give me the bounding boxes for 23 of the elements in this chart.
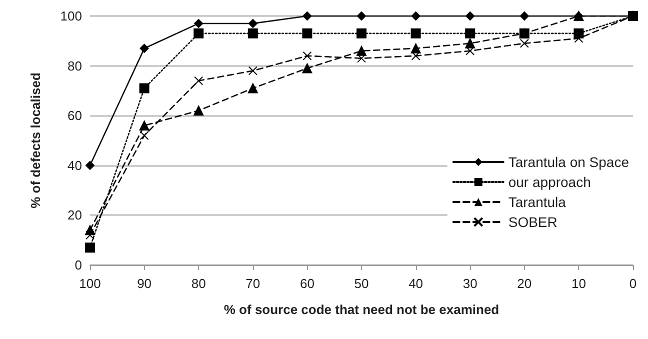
legend-label: Tarantula [508,194,566,210]
x-tick-label: 90 [137,276,152,291]
legend-label: our approach [508,174,591,190]
x-tick-label: 30 [462,276,478,291]
y-axis-title: % of defects localised [28,72,43,208]
legend-label: Tarantula on Space [508,154,630,170]
x-tick-label: 0 [629,276,637,291]
y-tick-label: 40 [68,158,82,173]
legend-label: SOBER [508,214,558,230]
y-tick-label: 80 [68,58,82,74]
y-tick-label: 0 [74,258,82,272]
x-tick-label: 100 [79,276,101,291]
y-tick-label: 20 [68,208,82,223]
y-tick-label: 100 [60,8,82,24]
x-tick-label: 10 [571,276,586,291]
x-tick-label: 80 [191,276,206,291]
y-tick-label: 60 [68,108,82,124]
x-tick-label: 50 [354,276,369,291]
x-tick-label: 60 [300,276,314,291]
x-axis-title: % of source code that need not be examined [224,302,500,317]
x-tick-label: 20 [517,276,532,291]
x-tick-label: 40 [408,276,424,291]
x-tick-label: 70 [246,276,260,291]
